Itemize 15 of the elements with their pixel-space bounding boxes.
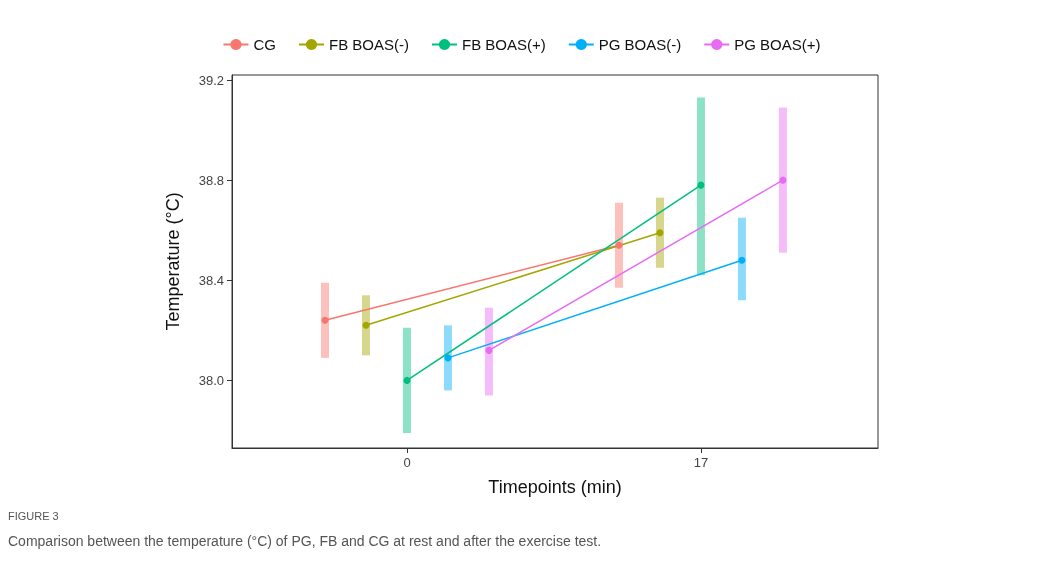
legend-label: FB BOAS(+): [461, 36, 546, 53]
legend-label: CG: [253, 36, 276, 53]
x-tick-label: 17: [693, 455, 709, 470]
y-axis-title: Temperature (°C): [163, 192, 183, 331]
legend-label: FB BOAS(-): [328, 36, 409, 53]
y-tick-label: 38.8: [198, 172, 224, 188]
y-tick-label: 38.4: [198, 272, 224, 288]
legend-label: PG BOAS(-): [598, 36, 682, 53]
x-axis-title: Timepoints (min): [488, 477, 622, 497]
y-tick-label: 38.0: [198, 372, 224, 388]
y-tick-label: 39.2: [198, 72, 224, 88]
legend-label: PG BOAS(+): [734, 36, 821, 53]
x-tick-label: 0: [403, 455, 411, 470]
text: Comparison between the temperature (°C) of PG, FB and CG at rest and after the exercise test.: [8, 533, 602, 549]
caption: FIGURE 3: [8, 509, 59, 522]
